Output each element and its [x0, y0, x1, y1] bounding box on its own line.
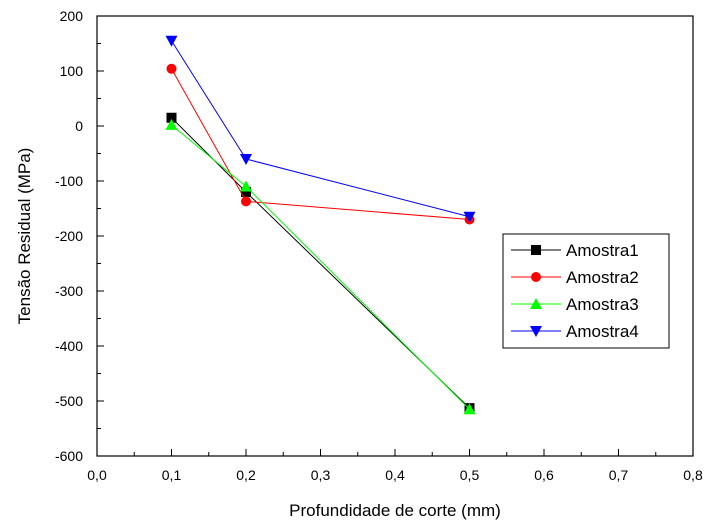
series-3: [165, 118, 476, 415]
legend-item: Amostra1: [511, 241, 639, 260]
data-point: [241, 187, 251, 197]
x-tick-label: 0,1: [162, 467, 182, 483]
legend-label: Amostra2: [566, 268, 639, 287]
y-tick-label: -500: [55, 393, 83, 409]
x-tick-label: 0,6: [534, 467, 554, 483]
legend-item: Amostra3: [511, 295, 639, 314]
legend: Amostra1 Amostra2 Amostra3 Amostra4: [502, 233, 670, 349]
series-line: [171, 40, 470, 218]
y-tick-label: 200: [60, 8, 84, 24]
legend-label: Amostra1: [566, 241, 639, 260]
data-point: [165, 118, 178, 130]
x-tick-label: 0,2: [236, 467, 256, 483]
series-layer: [165, 35, 476, 415]
legend-marker: [531, 245, 541, 255]
data-point: [463, 403, 476, 415]
y-axis: 200 100 0 -100 -200 -300 -400 -500 -600: [55, 8, 104, 464]
x-tick-label: 0,0: [87, 467, 107, 483]
x-tick-label: 0,5: [460, 467, 480, 483]
x-tick-label: 0,4: [385, 467, 405, 483]
legend-label: Amostra3: [566, 295, 639, 314]
legend-label: Amostra4: [566, 322, 639, 341]
x-tick-label: 0,8: [683, 467, 703, 483]
x-tick-label: 0,3: [311, 467, 331, 483]
data-point: [165, 35, 178, 47]
y-tick-label: 0: [75, 118, 83, 134]
legend-box: [502, 233, 670, 349]
y-tick-label: -300: [55, 283, 83, 299]
y-tick-label: -100: [55, 173, 83, 189]
series-line: [171, 124, 470, 410]
data-point: [240, 180, 252, 192]
legend-item: Amostra2: [511, 268, 639, 287]
y-tick-label: -200: [55, 228, 83, 244]
y-tick-label: 100: [60, 63, 84, 79]
y-tick-label: -600: [55, 448, 83, 464]
legend-marker: [530, 326, 542, 337]
y-tick-label: -400: [55, 338, 83, 354]
legend-marker: [531, 272, 541, 282]
x-axis-label: Profundidade de corte (mm): [289, 501, 501, 520]
data-point: [166, 63, 177, 74]
series-4: [165, 35, 476, 223]
x-tick-label: 0,7: [609, 467, 629, 483]
legend-item: Amostra4: [511, 322, 639, 341]
legend-marker: [530, 298, 542, 309]
series-line: [171, 68, 470, 220]
x-axis: 0,0 0,1 0,2 0,3 0,4 0,5 0,6 0,7 0,8: [87, 449, 703, 483]
series-2: [166, 63, 475, 225]
data-point: [240, 154, 252, 165]
y-axis-label: Tensão Residual (MPa): [15, 148, 34, 325]
data-point: [463, 211, 476, 223]
data-point: [241, 196, 251, 207]
data-point: [166, 112, 177, 123]
